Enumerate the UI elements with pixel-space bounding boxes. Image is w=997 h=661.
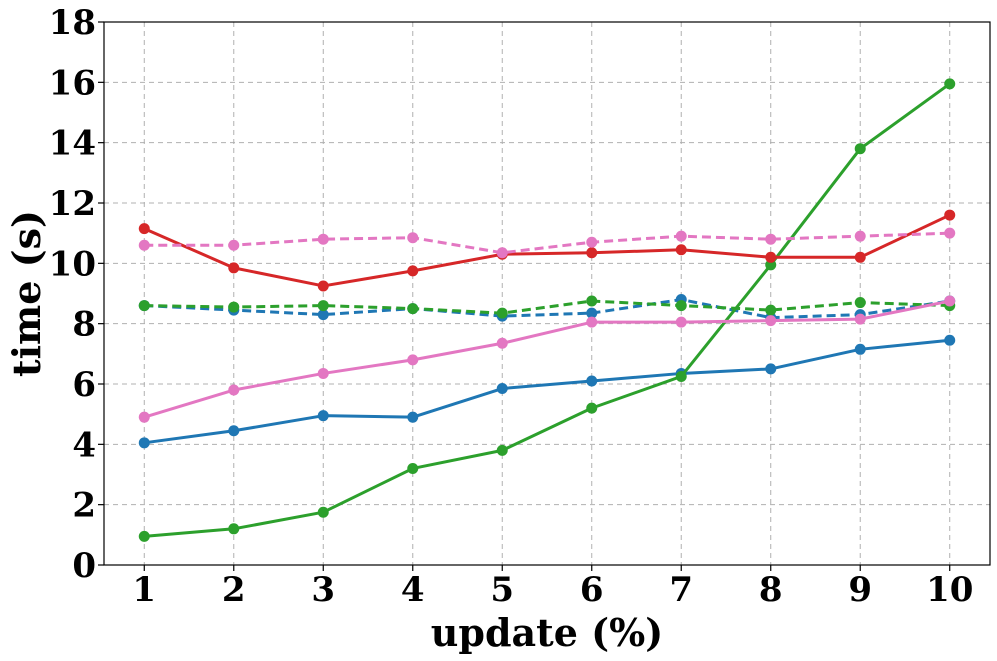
data-point	[854, 230, 866, 242]
y-tick-label: 6	[72, 365, 96, 405]
data-point	[586, 316, 598, 328]
series-line	[144, 298, 950, 320]
data-point	[138, 437, 150, 449]
series-7	[138, 227, 956, 259]
data-point	[407, 411, 419, 423]
data-point	[854, 251, 866, 263]
series-line	[144, 338, 950, 445]
data-point	[675, 370, 687, 382]
data-point	[138, 223, 150, 235]
y-tick-label: 12	[49, 184, 96, 224]
data-point	[228, 262, 240, 274]
data-point	[228, 425, 240, 437]
data-point	[765, 304, 777, 316]
data-point	[675, 244, 687, 256]
series-6	[138, 295, 956, 423]
x-tick-label: 3	[311, 570, 335, 610]
data-point	[854, 143, 866, 155]
y-tick-label: 0	[72, 546, 96, 586]
data-point	[944, 295, 956, 307]
data-point	[765, 315, 777, 327]
data-point	[496, 337, 508, 349]
y-axis-label: time (s)	[4, 210, 49, 377]
data-point	[586, 236, 598, 248]
data-point	[496, 247, 508, 259]
data-point	[944, 78, 956, 90]
data-point	[675, 300, 687, 312]
series-layer	[138, 78, 956, 542]
y-tick-label: 18	[49, 3, 96, 43]
data-point	[854, 313, 866, 325]
data-point	[854, 343, 866, 355]
x-tick-label: 5	[490, 570, 514, 610]
data-point	[317, 309, 329, 321]
data-point	[228, 301, 240, 313]
series-line	[144, 82, 951, 538]
data-point	[854, 297, 866, 309]
plot-frame	[103, 21, 991, 566]
series-line	[143, 213, 951, 288]
data-point	[317, 410, 329, 422]
data-point	[496, 444, 508, 456]
data-point	[407, 462, 419, 474]
y-tick-label: 8	[72, 305, 96, 345]
data-point	[586, 295, 598, 307]
data-point	[317, 280, 329, 292]
data-point	[228, 239, 240, 251]
y-tick-label: 10	[49, 244, 96, 284]
data-point	[944, 209, 956, 221]
data-point	[138, 411, 150, 423]
y-tick-label: 14	[49, 124, 96, 164]
data-point	[944, 227, 956, 239]
data-point	[496, 307, 508, 319]
x-tick-label: 7	[669, 570, 693, 610]
x-axis-label: update (%)	[431, 610, 663, 655]
data-point	[138, 530, 150, 542]
series-line	[143, 299, 951, 419]
data-point	[496, 383, 508, 395]
x-tick-label: 4	[401, 570, 425, 610]
data-point	[317, 233, 329, 245]
series-line	[144, 299, 950, 315]
x-tick-label: 6	[580, 570, 604, 610]
x-tick-label: 1	[132, 570, 156, 610]
x-tick-label: 2	[222, 570, 246, 610]
data-point	[586, 402, 598, 414]
data-point	[675, 316, 687, 328]
data-point	[765, 363, 777, 375]
data-point	[317, 506, 329, 518]
series-line	[144, 231, 950, 255]
data-point	[317, 367, 329, 379]
data-point	[407, 354, 419, 366]
data-point	[765, 259, 777, 271]
data-point	[407, 232, 419, 244]
grid	[104, 21, 990, 566]
y-tick-label: 16	[49, 63, 96, 103]
series-5	[138, 209, 956, 292]
x-tick-label: 8	[759, 570, 783, 610]
data-point	[138, 300, 150, 312]
series-3	[138, 78, 956, 542]
data-point	[317, 300, 329, 312]
data-point	[586, 375, 598, 387]
series-1	[138, 334, 956, 449]
x-tick-label: 10	[926, 570, 973, 610]
data-point	[765, 251, 777, 263]
data-point	[675, 230, 687, 242]
y-tick-label: 2	[72, 486, 96, 526]
data-point	[765, 233, 777, 245]
data-point	[228, 523, 240, 535]
data-point	[407, 303, 419, 315]
data-point	[586, 307, 598, 319]
data-point	[944, 334, 956, 346]
data-point	[407, 265, 419, 277]
data-point	[228, 384, 240, 396]
y-tick-label: 4	[72, 425, 96, 465]
data-point	[586, 247, 598, 259]
data-point	[138, 239, 150, 251]
x-tick-label: 9	[848, 570, 872, 610]
